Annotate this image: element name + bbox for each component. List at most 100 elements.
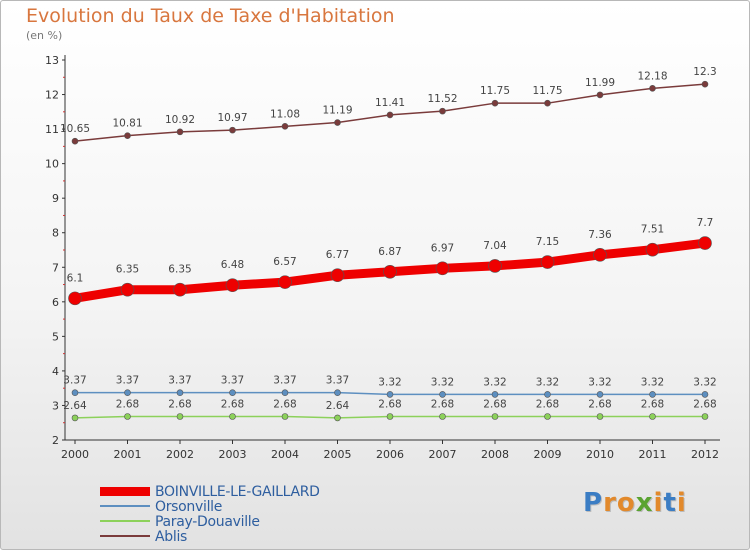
x-tick-label: 2010	[586, 448, 614, 461]
data-label-paray-douaville: 2.68	[693, 399, 716, 411]
data-point-orsonville	[71, 389, 79, 396]
chart-series: 10.65 10.81 10.92 10.97 11.08 11.19 11.41 11.52…	[60, 66, 717, 422]
y-tick-label: 11	[45, 123, 59, 136]
chart-unit: (en %)	[26, 29, 63, 42]
data-point-ablis	[701, 80, 709, 88]
data-point-ablis	[649, 85, 656, 92]
data-point-orsonville	[596, 391, 604, 398]
data-label-boinville-le-gaillard: 6.87	[378, 246, 401, 258]
data-label-orsonville: 3.37	[116, 375, 139, 387]
data-label-orsonville: 3.37	[221, 375, 244, 387]
x-tick-label: 2004	[271, 448, 299, 461]
data-point-ablis	[281, 123, 289, 130]
data-label-ablis: 10.92	[165, 114, 195, 126]
data-label-paray-douaville: 2.68	[116, 399, 139, 411]
data-label-paray-douaville: 2.68	[536, 399, 559, 411]
data-point-orsonville	[649, 391, 656, 398]
data-label-boinville-le-gaillard: 7.51	[641, 224, 664, 236]
data-point-orsonville	[334, 389, 341, 396]
data-label-paray-douaville: 2.68	[221, 399, 244, 411]
data-point-orsonville	[124, 389, 131, 396]
x-tick-label: 2003	[219, 448, 247, 461]
data-point-boinville-le-gaillard	[120, 282, 135, 297]
data-label-orsonville: 3.32	[483, 376, 506, 388]
data-label-paray-douaville: 2.68	[168, 399, 191, 411]
chart-title: Evolution du Taux de Taxe d'Habitation	[26, 5, 395, 27]
data-label-ablis: 11.08	[270, 108, 300, 120]
data-label-boinville-le-gaillard: 7.36	[588, 229, 612, 241]
data-label-ablis: 11.75	[532, 85, 562, 97]
logo-letter: o	[616, 488, 636, 518]
data-point-boinville-le-gaillard	[330, 268, 345, 283]
data-label-boinville-le-gaillard: 6.1	[67, 272, 84, 284]
data-point-boinville-le-gaillard	[540, 255, 555, 269]
proxiti-logo: Proxiti	[583, 488, 687, 518]
data-point-boinville-le-gaillard	[488, 259, 502, 273]
data-label-boinville-le-gaillard: 7.04	[483, 240, 507, 252]
data-label-ablis: 11.52	[427, 93, 457, 105]
data-point-ablis	[491, 99, 499, 107]
data-label-paray-douaville: 2.68	[588, 399, 611, 411]
data-point-boinville-le-gaillard	[278, 275, 292, 289]
logo-letter: P	[583, 488, 604, 518]
data-point-orsonville	[544, 391, 551, 398]
data-point-boinville-le-gaillard	[225, 278, 240, 293]
logo-letter: t	[663, 488, 677, 518]
legend-label-boinville: BOINVILLE-LE-GAILLARD	[155, 484, 320, 500]
data-point-ablis	[544, 99, 551, 107]
data-point-boinville-le-gaillard	[68, 291, 82, 306]
data-label-boinville-le-gaillard: 6.35	[168, 264, 191, 276]
legend-swatch-boinville	[100, 487, 150, 496]
data-point-orsonville	[281, 389, 289, 396]
data-label-orsonville: 3.37	[168, 375, 191, 387]
data-point-boinville-le-gaillard	[645, 242, 660, 257]
data-label-boinville-le-gaillard: 7.15	[536, 236, 559, 248]
data-label-ablis: 11.41	[375, 97, 405, 109]
data-point-boinville-le-gaillard	[593, 248, 607, 262]
y-tick-label: 12	[45, 89, 59, 102]
logo-letter: i	[653, 488, 664, 518]
data-point-paray-douaville	[649, 413, 656, 420]
data-point-ablis	[229, 126, 236, 134]
data-label-ablis: 11.19	[322, 105, 352, 117]
y-tick-label: 8	[52, 227, 59, 240]
data-point-ablis	[124, 132, 131, 139]
chart-axes: 2 3 4 5 6 7 8 9 10 11 12 13 2000 2001 2002 2003 2004 2005…	[45, 54, 720, 461]
x-tick-label: 2008	[481, 448, 509, 461]
data-label-paray-douaville: 2.68	[273, 399, 296, 411]
data-label-orsonville: 3.37	[63, 375, 86, 387]
data-point-ablis	[176, 128, 184, 136]
data-label-ablis: 12.18	[637, 70, 667, 82]
data-point-paray-douaville	[229, 413, 236, 420]
data-point-ablis	[596, 91, 604, 99]
data-label-orsonville: 3.37	[326, 375, 349, 387]
legend-swatch-ablis	[100, 535, 150, 537]
data-label-boinville-le-gaillard: 6.48	[221, 259, 244, 271]
data-point-boinville-le-gaillard	[383, 264, 397, 279]
data-label-boinville-le-gaillard: 6.35	[116, 264, 139, 276]
data-label-orsonville: 3.32	[431, 376, 454, 388]
data-label-ablis: 10.81	[112, 118, 142, 130]
y-tick-label: 10	[45, 158, 59, 171]
legend-swatch-paray	[100, 520, 150, 522]
data-point-paray-douaville	[71, 414, 79, 422]
x-tick-label: 2007	[429, 448, 457, 461]
y-tick-label: 5	[52, 330, 59, 343]
data-label-ablis: 10.65	[60, 123, 90, 135]
data-label-orsonville: 3.32	[693, 376, 716, 388]
x-tick-label: 2009	[534, 448, 562, 461]
data-label-ablis: 11.75	[480, 85, 510, 97]
data-label-orsonville: 3.32	[536, 376, 559, 388]
data-label-paray-douaville: 2.64	[326, 400, 350, 412]
data-label-paray-douaville: 2.68	[431, 399, 454, 411]
logo-letter: i	[676, 488, 687, 518]
data-point-orsonville	[229, 389, 236, 396]
data-label-ablis: 12.3	[693, 66, 716, 78]
y-tick-label: 9	[52, 192, 59, 205]
legend-swatch-orsonville	[100, 505, 150, 507]
data-label-orsonville: 3.32	[641, 376, 664, 388]
data-point-paray-douaville	[439, 413, 446, 420]
data-label-ablis: 11.99	[585, 77, 615, 89]
data-point-paray-douaville	[596, 413, 604, 420]
